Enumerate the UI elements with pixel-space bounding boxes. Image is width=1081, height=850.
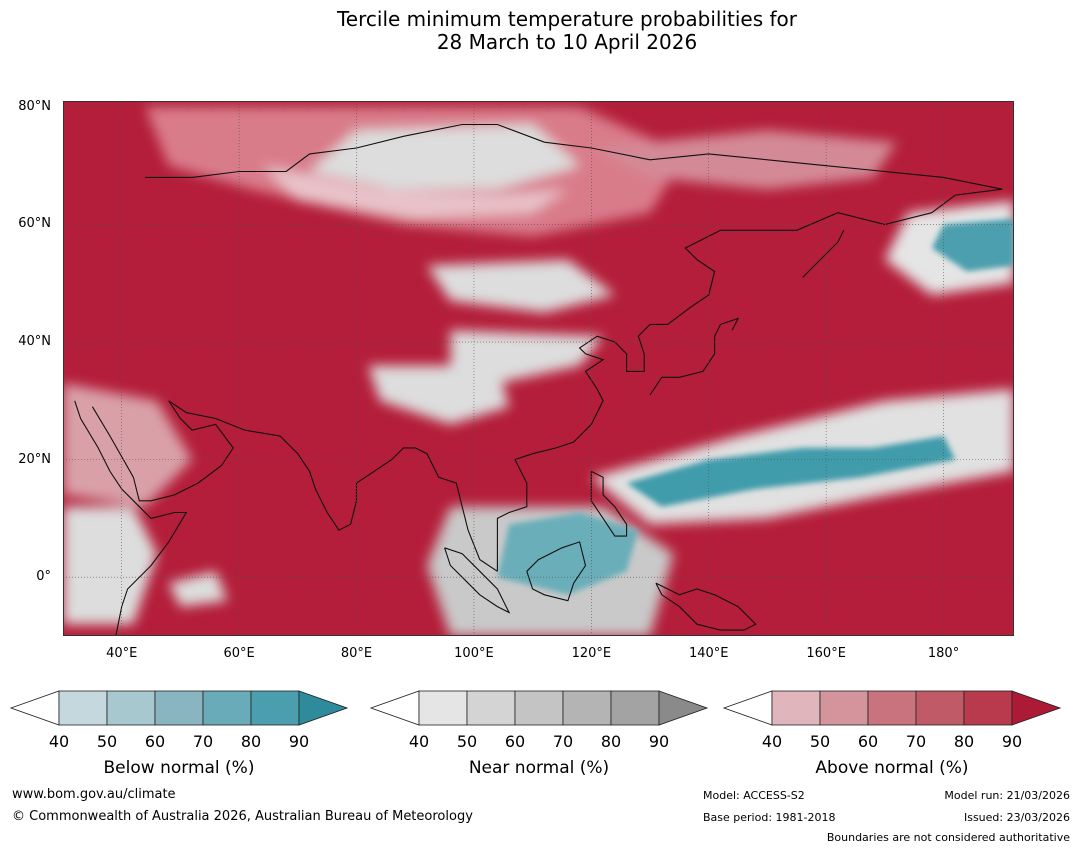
lon-label: 160°E (806, 646, 846, 661)
colorbar-segment (771, 690, 821, 726)
colorbar-segment (58, 690, 108, 726)
colorbar-right-extension (658, 690, 708, 726)
title-line-1: Tercile minimum temperature probabilitie… (336, 7, 798, 31)
colorbar-segment (202, 690, 252, 726)
colorbar-left-extension (10, 690, 60, 726)
siberia-near-normal-edge-region (262, 165, 568, 219)
gridlines (63, 101, 1014, 636)
japan-coast (649, 317, 740, 396)
footer-model-run: Model run: 21/03/2026 (944, 789, 1070, 802)
coastlines (74, 123, 1003, 636)
colorbar-segment (819, 690, 869, 726)
colorbar-segment (610, 690, 660, 726)
footer-issued: Issued: 23/03/2026 (963, 811, 1070, 824)
lon-label: 100°E (454, 646, 494, 661)
colorbar-tick-label: 70 (905, 732, 927, 751)
arabia-weak-above-region (63, 383, 193, 507)
colorbar-title-above: Above normal (%) (815, 758, 969, 778)
pacific-below-normal-region (626, 436, 956, 507)
lon-label: 180° (927, 646, 960, 661)
indian-ocean-near-normal-region (168, 571, 228, 607)
colorbar-tick-label: 60 (504, 732, 526, 751)
colorbar-title-below: Below normal (%) (103, 758, 255, 778)
footer-model: Model: ACCESS-S2 (703, 789, 805, 802)
colorbar-segment (106, 690, 156, 726)
forecast-map (63, 101, 1014, 636)
colorbar-segment (562, 690, 612, 726)
colorbar-tick-label: 70 (552, 732, 574, 751)
colorbar-tick-label: 50 (96, 732, 118, 751)
lon-label: 120°E (571, 646, 612, 661)
colorbar-below (10, 690, 348, 726)
lon-label: 40°E (106, 646, 138, 661)
lat-label: 60°N (18, 216, 51, 232)
kamchatka-below-normal-region (931, 218, 1014, 272)
colorbar-tick-label: 80 (600, 732, 622, 751)
india-coast (279, 435, 498, 572)
colorbar-left-extension (370, 690, 420, 726)
lat-label: 0° (36, 569, 51, 585)
footer-url[interactable]: www.bom.gov.au/climate (12, 787, 176, 802)
lat-label: 80°N (18, 98, 51, 114)
title-line-2: 28 March to 10 April 2026 (436, 30, 698, 54)
footer-base-period: Base period: 1981-2018 (703, 811, 836, 824)
colorbar-tick-label: 90 (288, 732, 310, 751)
colorbar-segment (466, 690, 516, 726)
map-canvas (63, 101, 1014, 636)
lon-label: 80°E (340, 646, 373, 661)
colorbar-tick-label: 90 (1001, 732, 1023, 751)
colorbar-left-extension (723, 690, 773, 726)
colorbar-segment (915, 690, 965, 726)
colorbar-right-extension (1011, 690, 1061, 726)
borneo-coast (526, 541, 587, 602)
footer-boundaries: Boundaries are not considered authoritat… (826, 831, 1070, 844)
iran-coast (168, 400, 281, 437)
colorbar-tick-label: 50 (456, 732, 478, 751)
sumatra-coast (444, 547, 511, 614)
lat-label: 20°N (18, 451, 51, 467)
colorbar-segment (963, 690, 1013, 726)
map-frame (63, 101, 1014, 636)
new-guinea-coast (655, 582, 757, 631)
colorbar-near (370, 690, 708, 726)
colorbar-tick-label: 60 (144, 732, 166, 751)
colorbar-segment (250, 690, 300, 726)
colorbar-tick-label: 80 (953, 732, 975, 751)
colorbar-segment (514, 690, 564, 726)
maritime-below-normal-region (497, 512, 639, 595)
colorbar-segment (867, 690, 917, 726)
colorbar-tick-label: 60 (857, 732, 879, 751)
east-siberia-weak-above-region (591, 130, 897, 190)
colorbar-segment (418, 690, 468, 726)
colorbar-above (723, 690, 1061, 726)
colorbar-right-extension (298, 690, 348, 726)
china-coast (496, 188, 1003, 572)
colorbar-segment (154, 690, 204, 726)
africa-coast (74, 400, 188, 636)
colorbar-tick-label: 80 (240, 732, 262, 751)
colorbar-tick-label: 50 (809, 732, 831, 751)
chart-title: Tercile minimum temperature probabilitie… (0, 8, 1081, 54)
africa-horn-near-normal-region (63, 506, 157, 625)
colorbar-tick-label: 40 (408, 732, 430, 751)
colorbar-tick-label: 40 (761, 732, 783, 751)
kamchatka-coast (802, 230, 845, 278)
colorbar-tick-label: 70 (192, 732, 214, 751)
colorbar-title-near: Near normal (%) (468, 758, 610, 778)
arabia-coast (91, 400, 234, 502)
arctic-coast (145, 123, 1003, 190)
lon-label: 140°E (688, 646, 729, 661)
lon-label: 60°E (223, 646, 255, 661)
colorbar-tick-label: 40 (48, 732, 70, 751)
colorbar-tick-label: 90 (648, 732, 670, 751)
siberia-near-normal-region (309, 124, 580, 190)
lat-label: 40°N (18, 334, 51, 350)
footer-copyright: © Commonwealth of Australia 2026, Austra… (12, 809, 473, 824)
